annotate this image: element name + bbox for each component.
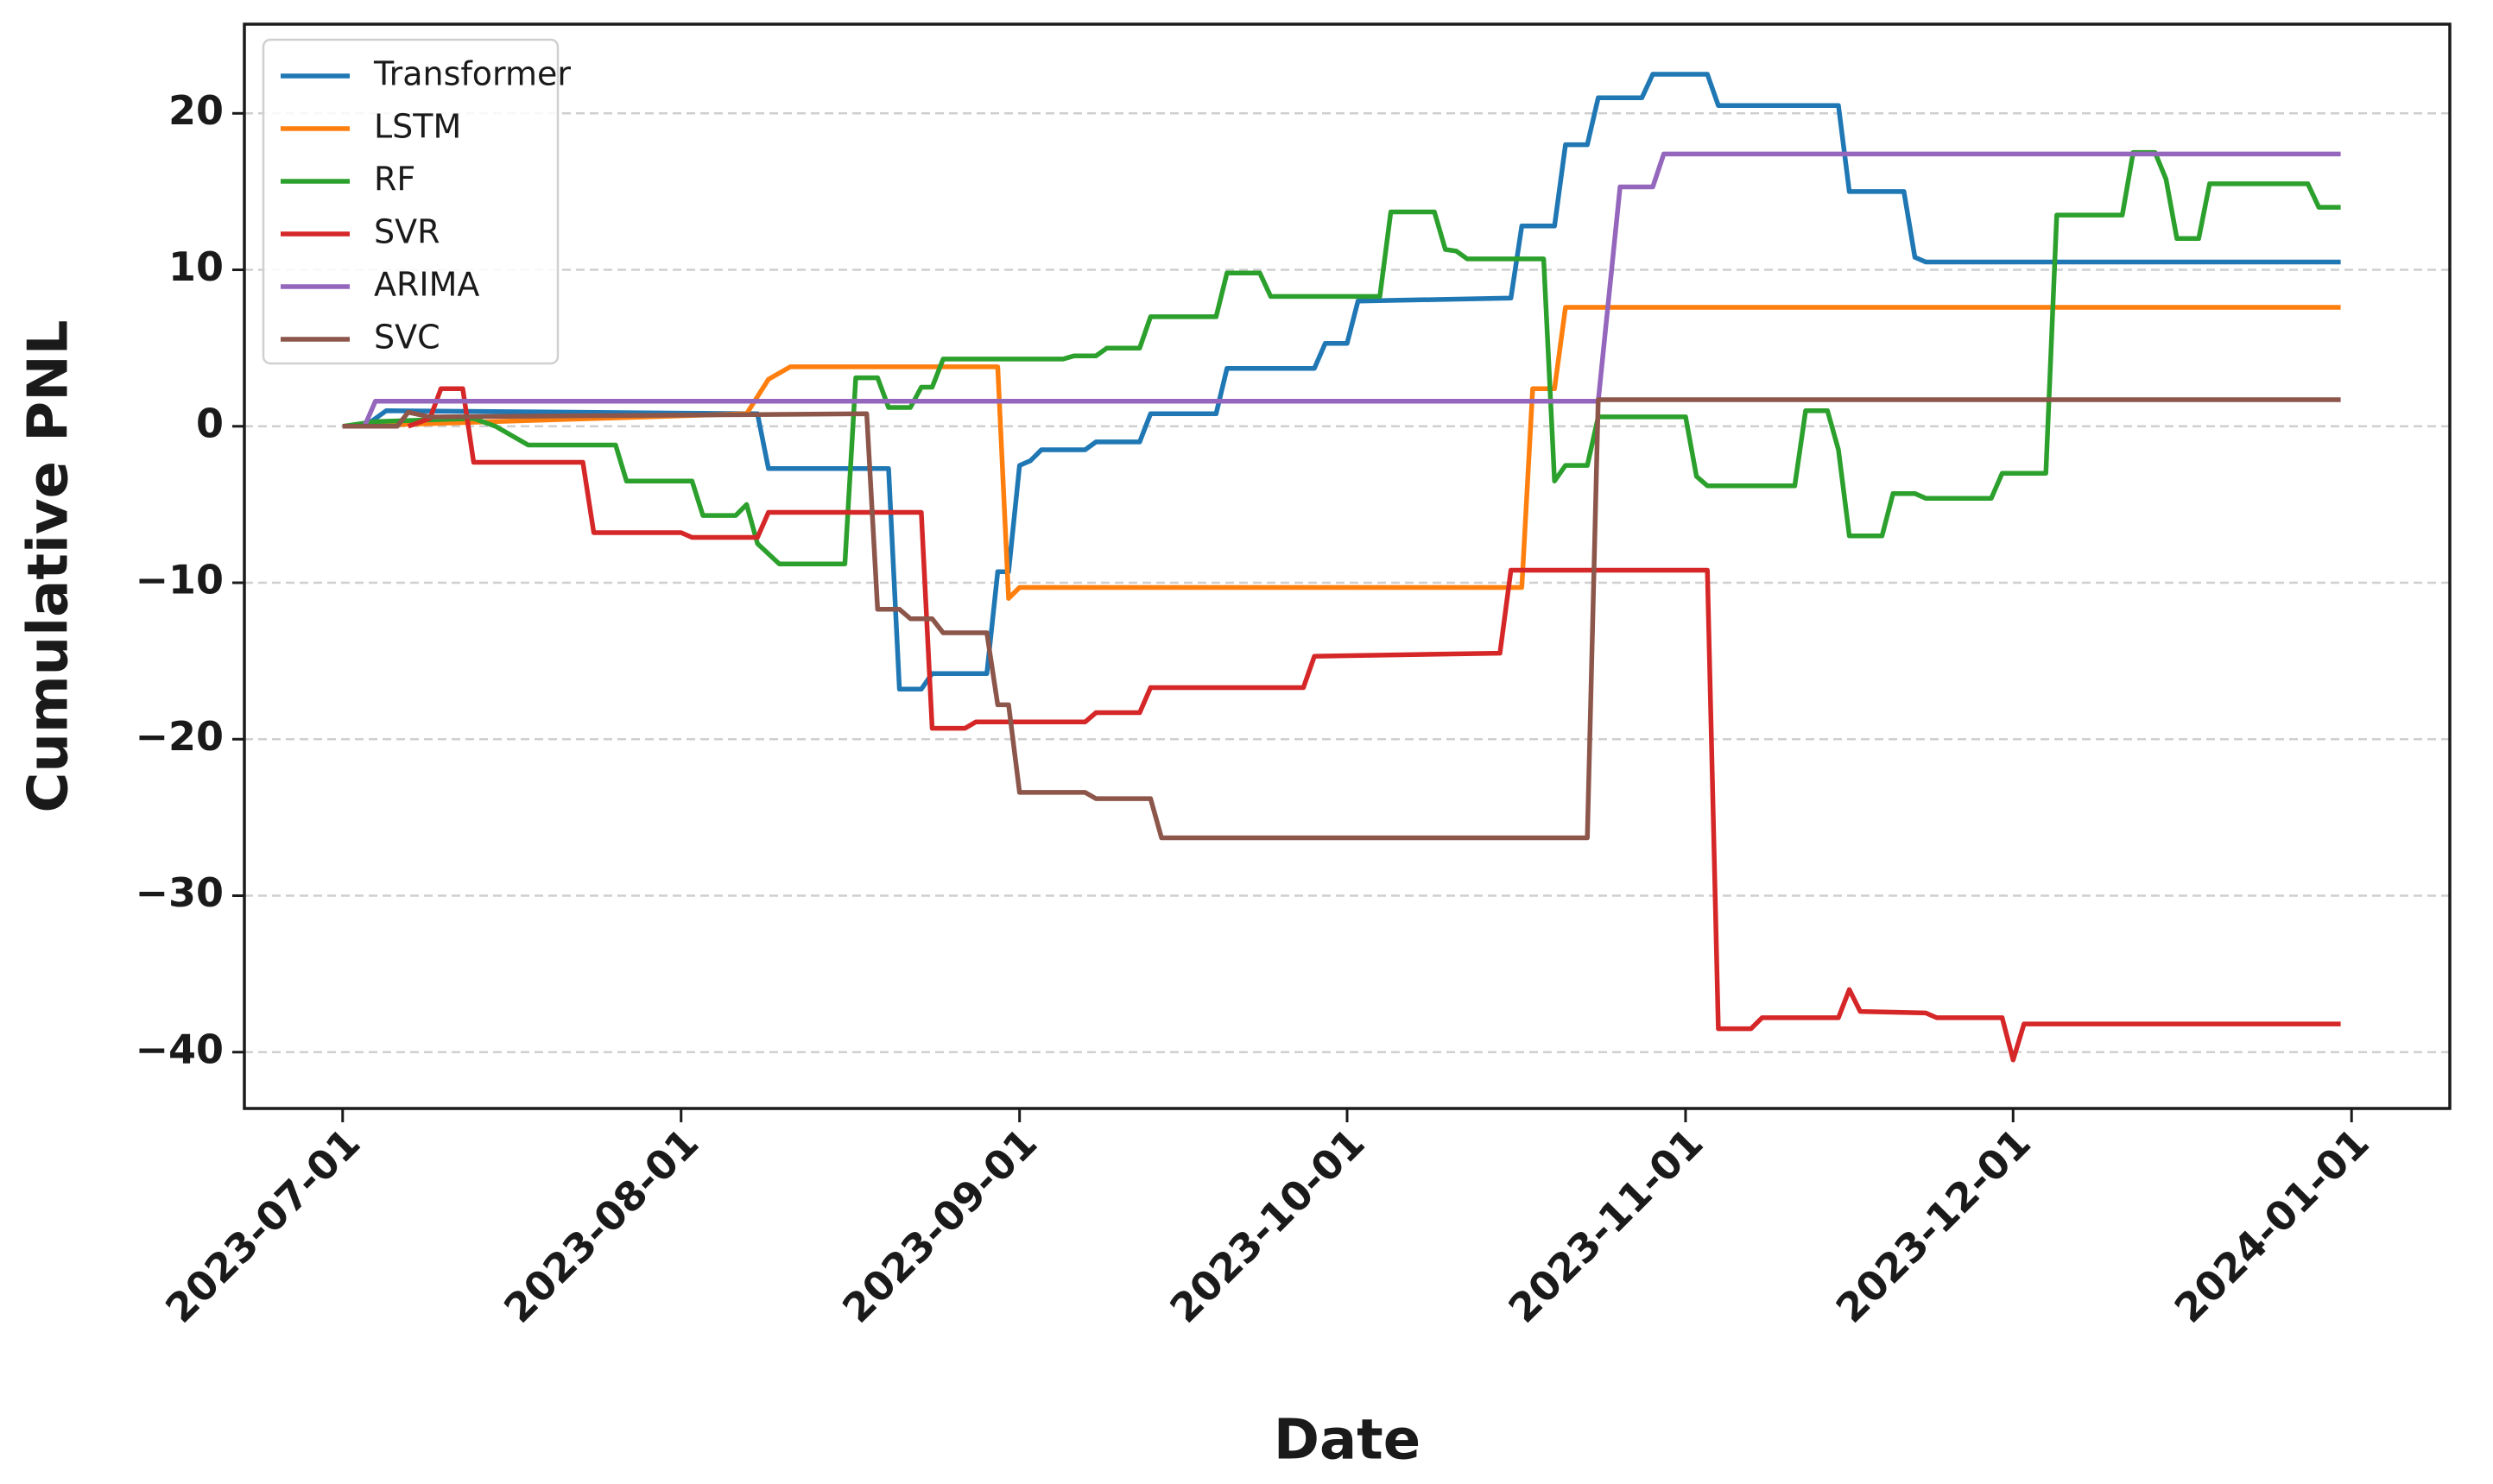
x-tick-label: 2023-07-01 bbox=[156, 1119, 369, 1331]
legend-label: Transformer bbox=[373, 55, 571, 93]
x-tick-label: 2023-08-01 bbox=[495, 1119, 707, 1331]
legend-label: RF bbox=[374, 161, 415, 199]
legend: Transformer LSTM RF SVR ARIMA SVC bbox=[262, 38, 571, 365]
x-tick-label: 2023-10-01 bbox=[1161, 1119, 1373, 1331]
legend-box bbox=[262, 38, 560, 365]
y-tick-label: 10 bbox=[168, 243, 224, 290]
y-tick-label: −10 bbox=[135, 557, 224, 603]
x-tick-label: 2023-11-01 bbox=[1499, 1119, 1712, 1331]
legend-label: SVC bbox=[374, 319, 440, 357]
y-tick-label: −20 bbox=[135, 713, 224, 760]
line bbox=[342, 151, 2341, 429]
line bbox=[407, 386, 2341, 1063]
line bbox=[342, 305, 2341, 601]
legend-label: SVR bbox=[374, 213, 440, 251]
line bbox=[342, 149, 2341, 567]
y-axis-label: Cumulative PNL bbox=[17, 319, 81, 812]
x-tick-label: 2023-12-01 bbox=[1827, 1119, 2040, 1331]
line bbox=[342, 397, 2341, 841]
y-tick-label: 20 bbox=[168, 87, 224, 134]
y-tick-label: 0 bbox=[196, 400, 224, 446]
legend-label: ARIMA bbox=[374, 266, 479, 304]
x-tick-label: 2024-01-01 bbox=[2166, 1119, 2378, 1331]
y-tick-label: −40 bbox=[135, 1026, 224, 1072]
x-axis-label: Date bbox=[1274, 1409, 1421, 1473]
x-tick-label: 2023-09-01 bbox=[833, 1119, 1046, 1331]
y-tick-label: −30 bbox=[135, 869, 224, 916]
plot-frame bbox=[243, 22, 2452, 1110]
legend-label: LSTM bbox=[374, 108, 461, 146]
line bbox=[342, 72, 2341, 692]
